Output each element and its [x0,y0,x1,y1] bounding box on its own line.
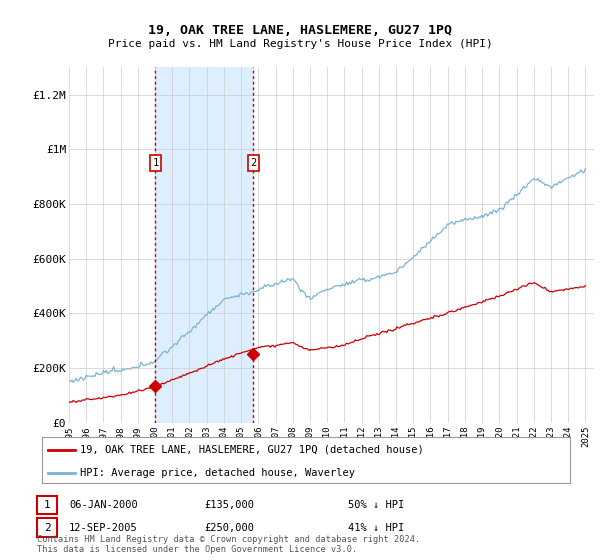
Text: 1: 1 [152,158,158,168]
Text: 41% ↓ HPI: 41% ↓ HPI [348,522,404,533]
Text: 12-SEP-2005: 12-SEP-2005 [69,522,138,533]
Text: 1: 1 [44,500,50,510]
Text: HPI: Average price, detached house, Waverley: HPI: Average price, detached house, Wave… [80,468,355,478]
Text: £135,000: £135,000 [204,500,254,510]
Bar [155,67,253,423]
Text: 19, OAK TREE LANE, HASLEMERE, GU27 1PQ (detached house): 19, OAK TREE LANE, HASLEMERE, GU27 1PQ (… [80,445,424,455]
Text: Price paid vs. HM Land Registry's House Price Index (HPI): Price paid vs. HM Land Registry's House … [107,39,493,49]
Text: 2: 2 [44,522,50,533]
Text: Contains HM Land Registry data © Crown copyright and database right 2024.
This d: Contains HM Land Registry data © Crown c… [37,535,421,554]
Text: 19, OAK TREE LANE, HASLEMERE, GU27 1PQ: 19, OAK TREE LANE, HASLEMERE, GU27 1PQ [148,24,452,36]
Text: 2: 2 [250,158,256,168]
Text: 06-JAN-2000: 06-JAN-2000 [69,500,138,510]
Text: £250,000: £250,000 [204,522,254,533]
Text: 50% ↓ HPI: 50% ↓ HPI [348,500,404,510]
